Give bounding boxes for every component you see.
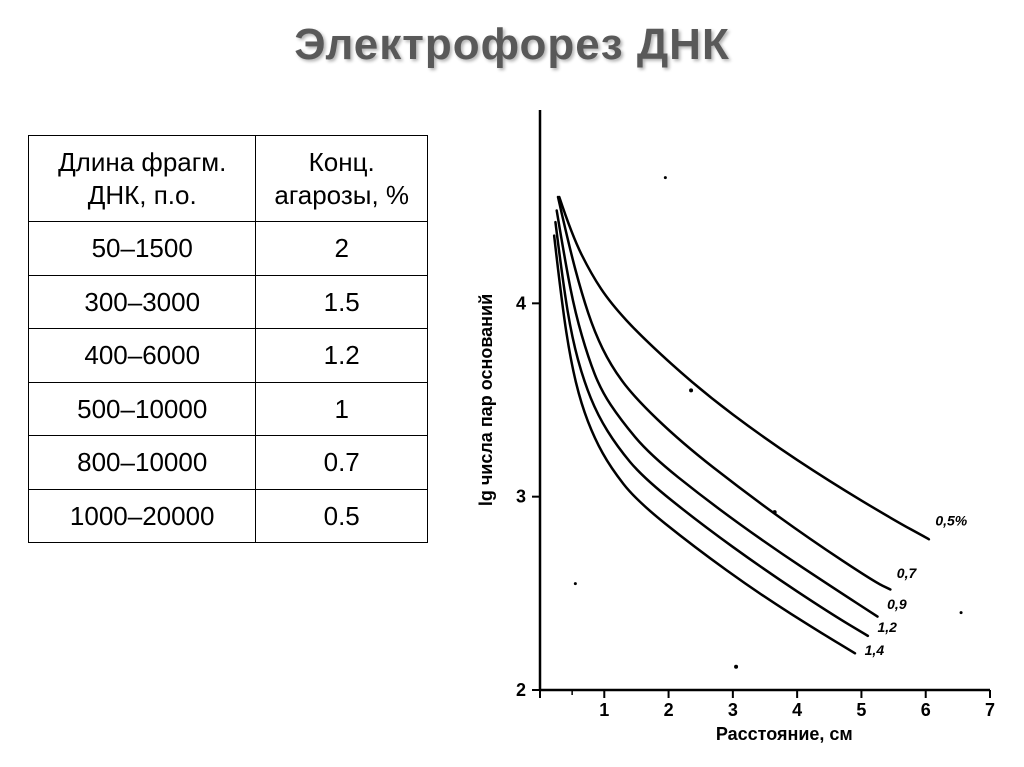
page-title: Электрофорез ДНК (0, 20, 1024, 70)
svg-text:2: 2 (516, 680, 526, 700)
table-cell: 2 (256, 222, 428, 276)
table-cell: 800–10000 (29, 436, 256, 490)
svg-text:7: 7 (985, 700, 995, 720)
svg-text:4: 4 (516, 293, 526, 313)
chart-series (558, 197, 890, 589)
table-row: 400–60001.2 (29, 329, 428, 383)
svg-text:4: 4 (792, 700, 802, 720)
table-cell: 500–10000 (29, 382, 256, 436)
chart-series (555, 222, 867, 636)
series-label: 1,2 (878, 619, 898, 635)
table-row: 300–30001.5 (29, 275, 428, 329)
svg-text:lg числа пар оснований: lg числа пар оснований (476, 294, 496, 506)
table-cell: 1 (256, 382, 428, 436)
svg-text:6: 6 (921, 700, 931, 720)
svg-text:2: 2 (664, 700, 674, 720)
table-cell: 300–3000 (29, 275, 256, 329)
table-cell: 50–1500 (29, 222, 256, 276)
series-label: 0,9 (887, 596, 907, 612)
table-cell: 0.5 (256, 489, 428, 543)
table-header: Длина фрагм. ДНК, п.о. (29, 136, 256, 222)
svg-text:3: 3 (728, 700, 738, 720)
table-row: 1000–200000.5 (29, 489, 428, 543)
table-row: 800–100000.7 (29, 436, 428, 490)
table-cell: 1.5 (256, 275, 428, 329)
svg-text:3: 3 (516, 487, 526, 507)
svg-text:5: 5 (856, 700, 866, 720)
table-header: Конц. агарозы, % (256, 136, 428, 222)
table-row: 500–100001 (29, 382, 428, 436)
series-label: 0,7 (897, 565, 918, 581)
agarose-table: Длина фрагм. ДНК, п.о.Конц. агарозы, %50… (28, 135, 428, 543)
table-cell: 1000–20000 (29, 489, 256, 543)
chart-series (557, 211, 878, 617)
table-cell: 1.2 (256, 329, 428, 383)
svg-text:1: 1 (599, 700, 609, 720)
table-row: 50–15002 (29, 222, 428, 276)
table-cell: 400–6000 (29, 329, 256, 383)
series-label: 0,5% (935, 513, 967, 529)
chart-series (554, 236, 855, 654)
electrophoresis-chart: 1 2 3 4 5 6 7 2 3 4 Расстояние, см lg числа пар осн… (450, 100, 1010, 750)
svg-text:Расстояние, см: Расстояние, см (716, 724, 853, 744)
table-cell: 0.7 (256, 436, 428, 490)
series-label: 1,4 (865, 642, 885, 658)
